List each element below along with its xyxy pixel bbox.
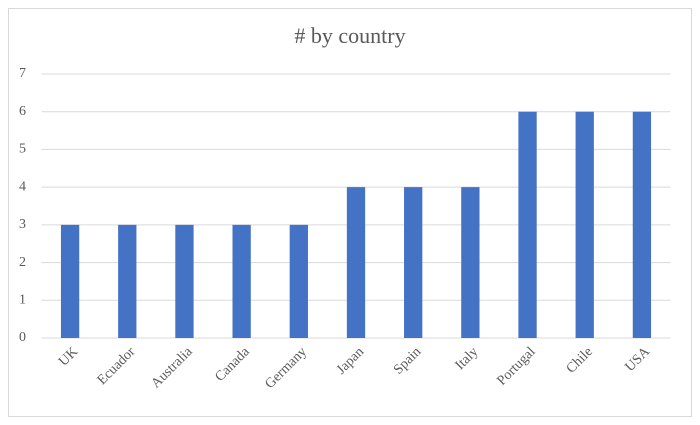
- y-tick-label: 3: [19, 217, 26, 232]
- y-tick-label: 2: [19, 255, 26, 270]
- bar: [60, 224, 80, 338]
- bar: [289, 224, 308, 338]
- y-tick-label: 4: [19, 179, 26, 194]
- y-tick-label: 1: [19, 293, 26, 308]
- y-tick-label: 7: [19, 66, 26, 81]
- chart-title: # by country: [294, 23, 405, 48]
- y-tick-label: 6: [19, 104, 26, 119]
- bar: [404, 187, 423, 338]
- bar: [461, 187, 480, 338]
- bar: [175, 224, 194, 338]
- bar: [346, 187, 366, 338]
- bar: [232, 224, 251, 338]
- bar: [518, 111, 537, 338]
- y-tick-label: 0: [19, 330, 26, 345]
- y-tick-label: 5: [19, 142, 26, 157]
- bar: [632, 111, 652, 338]
- bar: [118, 224, 137, 338]
- bar: [575, 111, 594, 338]
